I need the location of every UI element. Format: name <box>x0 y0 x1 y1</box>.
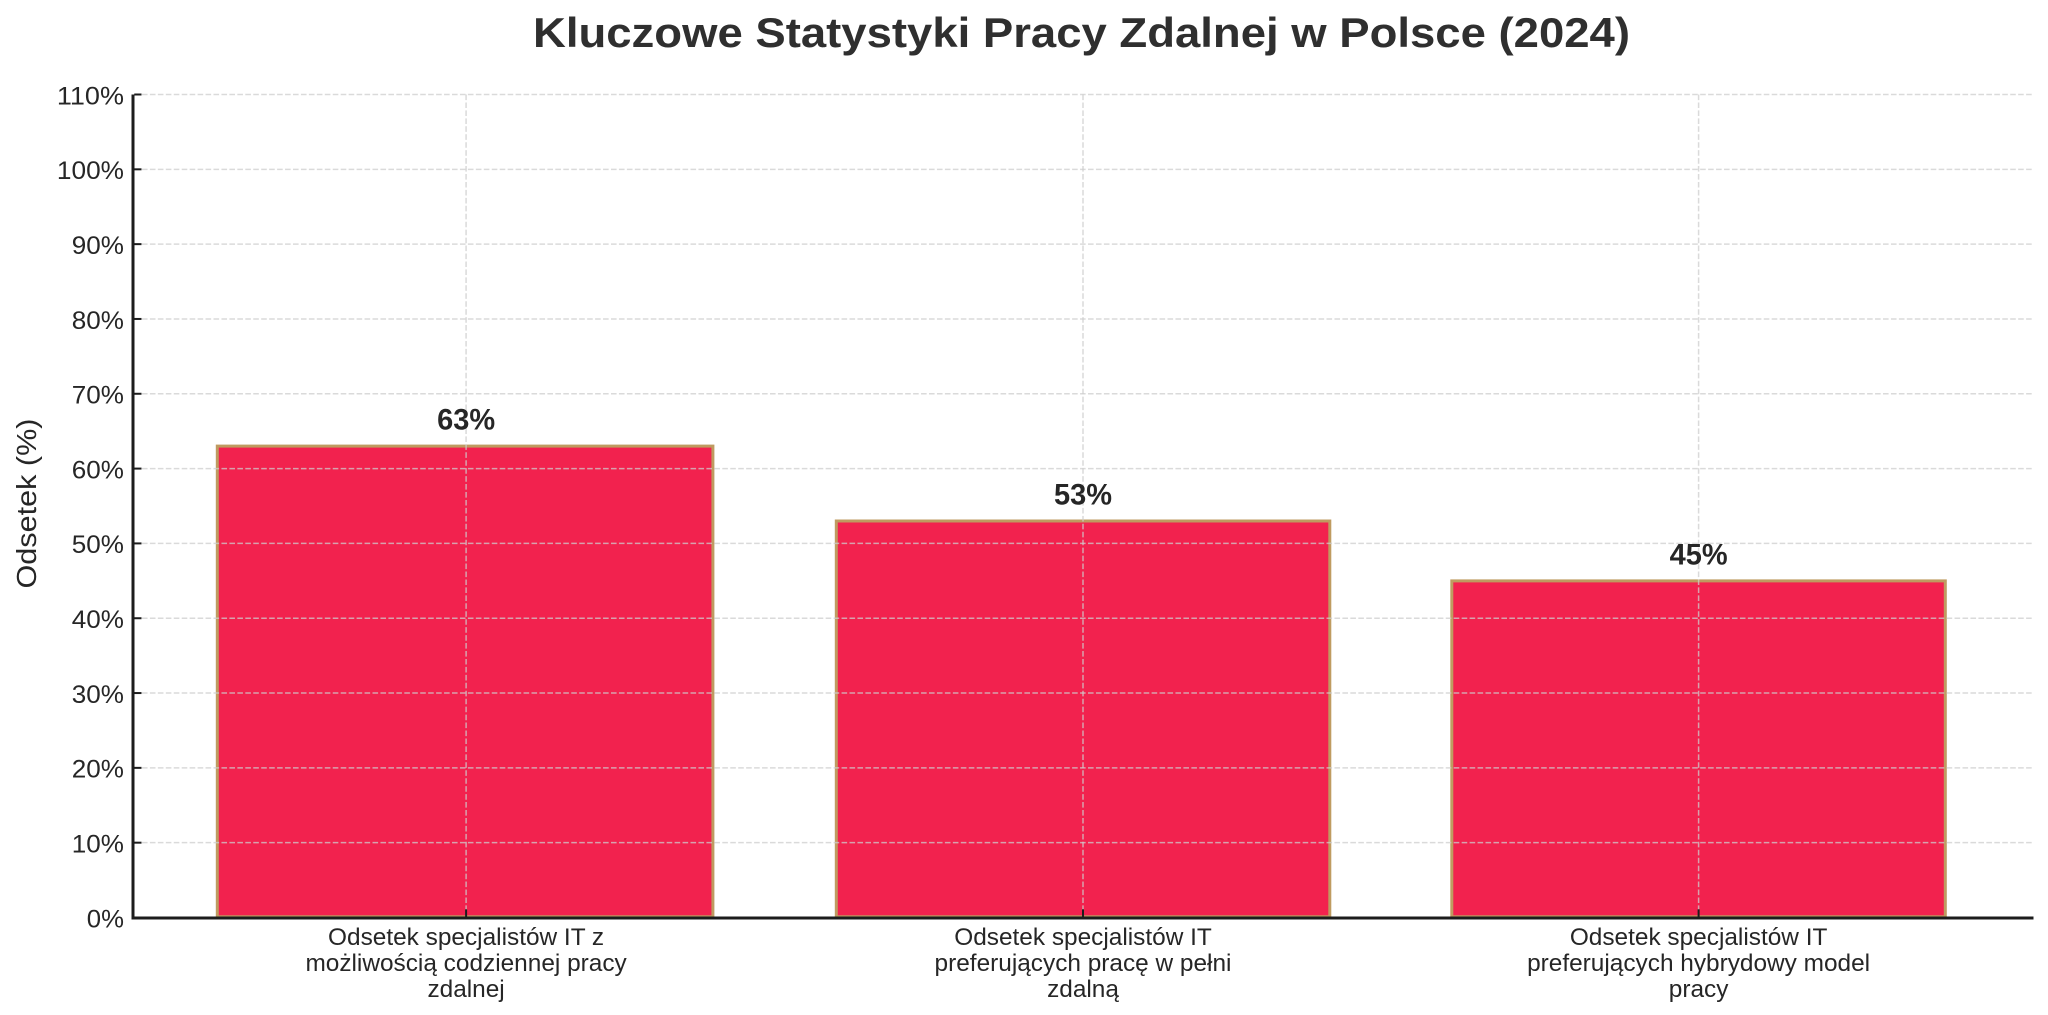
svg-text:60%: 60% <box>72 456 124 484</box>
svg-text:10%: 10% <box>72 831 124 859</box>
svg-text:30%: 30% <box>72 681 124 709</box>
svg-text:70%: 70% <box>72 382 124 410</box>
svg-text:53%: 53% <box>1054 479 1112 512</box>
svg-text:90%: 90% <box>72 232 124 260</box>
svg-text:100%: 100% <box>57 157 124 185</box>
svg-text:50%: 50% <box>72 531 124 559</box>
svg-text:40%: 40% <box>72 606 124 634</box>
svg-text:Odsetek specjalistów IT: Odsetek specjalistów IT <box>954 924 1212 951</box>
svg-text:pracy: pracy <box>1669 976 1729 1003</box>
svg-text:zdalną: zdalną <box>1047 976 1119 1003</box>
svg-text:45%: 45% <box>1670 538 1728 571</box>
svg-text:80%: 80% <box>72 307 124 335</box>
svg-text:możliwością codziennej pracy: możliwością codziennej pracy <box>305 950 627 977</box>
svg-text:110%: 110% <box>57 82 124 110</box>
svg-text:Odsetek (%): Odsetek (%) <box>11 419 42 589</box>
svg-text:Odsetek specjalistów IT: Odsetek specjalistów IT <box>1570 924 1828 951</box>
svg-text:0%: 0% <box>87 905 124 933</box>
svg-text:preferujących hybrydowy model: preferujących hybrydowy model <box>1527 950 1870 977</box>
svg-text:preferujących pracę w pełni: preferujących pracę w pełni <box>935 950 1232 977</box>
svg-text:Odsetek specjalistów IT z: Odsetek specjalistów IT z <box>328 924 604 951</box>
svg-text:zdalnej: zdalnej <box>427 976 504 1003</box>
svg-text:20%: 20% <box>72 756 124 784</box>
svg-text:63%: 63% <box>437 404 495 437</box>
svg-text:Kluczowe Statystyki Pracy Zdal: Kluczowe Statystyki Pracy Zdalnej w Pols… <box>533 9 1630 56</box>
